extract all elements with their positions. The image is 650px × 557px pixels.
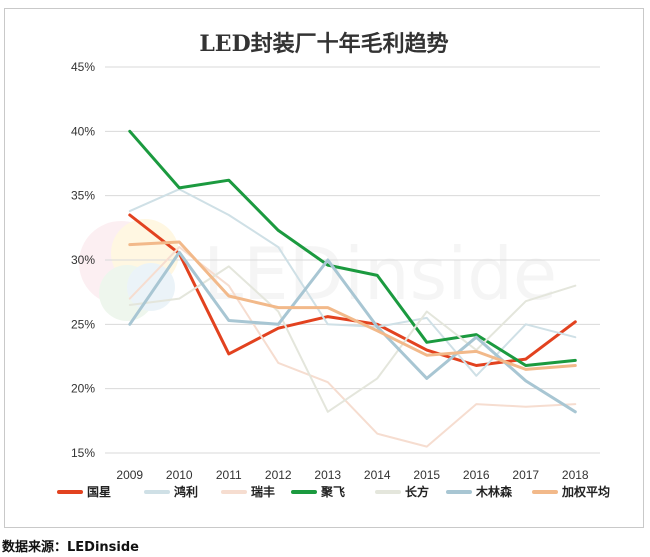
x-tick-label: 2009 <box>116 468 143 482</box>
x-tick-label: 2012 <box>265 468 292 482</box>
series-line-6 <box>128 240 577 371</box>
watermark: LEDinside <box>79 219 557 321</box>
x-tick-label: 2016 <box>463 468 490 482</box>
y-axis-ticks: 15% 20% 25% 30% 35% 40% 45% <box>71 60 95 460</box>
y-tick-label: 25% <box>71 317 95 331</box>
source-caption: 数据来源：LEDinside <box>2 540 139 555</box>
watermark-text: LEDinside <box>203 232 557 316</box>
x-tick-label: 2015 <box>413 468 440 482</box>
x-tick-label: 2014 <box>364 468 391 482</box>
legend-label: 长方 <box>405 484 429 499</box>
legend-label: 国星 <box>87 485 111 499</box>
line-chart: LEDinside LED封装厂十年毛利趋势 15% 20% 25% 30% 35% 40… <box>57 31 610 499</box>
series-line-3 <box>128 129 577 367</box>
y-tick-label: 15% <box>71 446 95 460</box>
legend-label: 加权平均 <box>561 484 610 499</box>
x-tick-label: 2017 <box>512 468 539 482</box>
x-tick-label: 2013 <box>314 468 341 482</box>
chart-title: LED封装厂十年毛利趋势 <box>199 31 448 57</box>
legend-label: 瑞丰 <box>251 484 275 499</box>
x-tick-label: 2010 <box>166 468 193 482</box>
x-axis-ticks: 2009 2010 2011 2012 2013 2014 2015 2016 2017 2018 <box>116 468 589 482</box>
legend-label: 鸿利 <box>174 484 198 499</box>
y-tick-label: 45% <box>71 60 95 74</box>
x-tick-label: 2018 <box>562 468 589 482</box>
y-tick-label: 40% <box>71 124 95 138</box>
x-tick-label: 2011 <box>216 468 242 482</box>
gridlines <box>105 66 600 454</box>
series-lines <box>128 129 577 448</box>
chart-frame: LEDinside LED封装厂十年毛利趋势 15% 20% 25% 30% 35% 40… <box>4 8 644 528</box>
legend-label: 聚飞 <box>320 485 345 499</box>
legend-label: 木林森 <box>475 484 513 499</box>
y-tick-label: 30% <box>71 253 95 267</box>
y-tick-label: 20% <box>71 382 95 396</box>
series-line-4 <box>128 265 577 413</box>
legend: 国星 鸿利 瑞丰 聚飞 长方 木林森 加权平均 <box>57 484 610 499</box>
y-tick-label: 35% <box>71 189 95 203</box>
series-line-2 <box>128 246 577 448</box>
